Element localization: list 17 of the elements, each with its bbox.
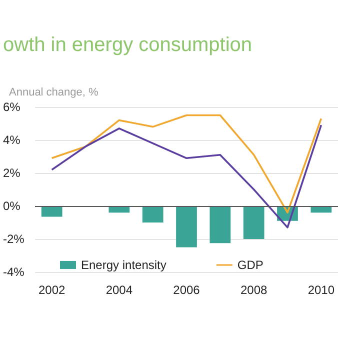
y-tick-label: 4%	[3, 133, 21, 147]
x-tick-label: 2010	[308, 283, 335, 297]
x-tick-label: 2002	[38, 283, 66, 297]
y-tick-label: -2%	[3, 232, 25, 246]
y-tick-label: 0%	[3, 199, 21, 213]
y-axis-title: Annual change, %	[9, 86, 99, 98]
x-tick-label: 2008	[240, 283, 268, 297]
line-series	[50, 124, 322, 228]
chart-title: owth in energy consumption	[3, 34, 252, 56]
line-series	[50, 114, 322, 214]
legend-label: GDP	[237, 258, 264, 272]
x-tick-label: 2006	[173, 283, 200, 297]
y-tick-label: 6%	[3, 100, 21, 114]
y-tick-label: 2%	[3, 166, 21, 180]
x-tick-label: 2004	[106, 283, 133, 297]
legend-label: Energy intensity	[81, 258, 166, 272]
y-tick-label: -4%	[3, 265, 25, 279]
